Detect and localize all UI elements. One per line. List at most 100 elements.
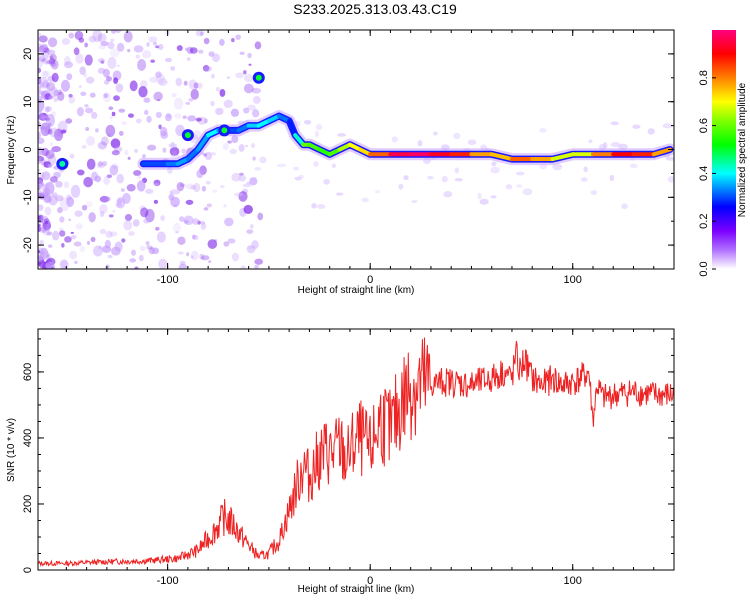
noise-blob (128, 231, 135, 237)
noise-blob (120, 188, 125, 192)
spectral-spot-core (255, 74, 262, 81)
noise-blob (177, 251, 184, 255)
noise-blob (398, 183, 404, 190)
noise-blob (49, 176, 58, 183)
noise-blob (57, 207, 63, 214)
noise-blob (215, 86, 220, 92)
noise-blob (112, 209, 116, 213)
y-tick-label: 0 (22, 146, 34, 152)
noise-blob (145, 188, 154, 194)
noise-blob (38, 190, 45, 197)
noise-blob (231, 252, 240, 262)
noise-blob (74, 260, 78, 265)
noise-blob (59, 230, 66, 237)
noise-blob (68, 32, 74, 39)
noise-blob (200, 222, 207, 230)
noise-blob (135, 118, 142, 124)
noise-blob (148, 36, 158, 43)
noise-blob (38, 137, 45, 144)
chart-title: S233.2025.313.03.43.C19 (293, 1, 457, 17)
noise-blob (118, 108, 126, 113)
noise-blob (100, 41, 109, 47)
noise-blob (116, 197, 126, 209)
noise-blob (632, 124, 641, 129)
noise-blob (99, 229, 107, 235)
noise-blob (239, 51, 245, 55)
noise-blob (158, 124, 162, 130)
noise-blob (134, 266, 139, 269)
noise-blob (51, 146, 62, 153)
noise-blob (254, 166, 262, 171)
noise-blob (375, 190, 380, 194)
noise-blob (190, 88, 199, 100)
noise-blob (38, 192, 45, 200)
colorbar: 0.0 0.2 0.4 0.6 0.8 Normalized spectral ampl… (698, 30, 748, 277)
noise-blob (121, 238, 126, 243)
noise-blob (38, 67, 42, 74)
noise-blob (443, 191, 453, 198)
noise-blob (249, 224, 254, 229)
noise-blob (45, 264, 52, 269)
y-tick-label: 200 (22, 495, 34, 513)
noise-blob (186, 252, 190, 257)
noise-blob (155, 111, 162, 119)
spectral-spot-core (59, 160, 66, 167)
noise-blob (41, 171, 51, 181)
noise-blob (223, 241, 230, 247)
noise-blob (43, 251, 50, 260)
noise-blob (157, 43, 164, 51)
noise-blob (117, 198, 123, 205)
noise-blob (206, 203, 212, 208)
noise-blob (235, 34, 242, 40)
noise-blob (314, 130, 320, 138)
noise-blob (123, 220, 133, 231)
noise-blob (44, 106, 50, 113)
noise-blob (78, 37, 85, 43)
noise-blob (164, 81, 168, 84)
noise-blob (156, 73, 165, 85)
noise-blob (42, 193, 51, 204)
noise-blob (152, 41, 157, 46)
colorbar-tick-label: 0.8 (698, 70, 710, 85)
noise-blob (243, 83, 254, 94)
noise-blob (178, 263, 188, 269)
noise-blob (39, 240, 44, 246)
noise-blob (235, 72, 244, 79)
noise-blob (223, 99, 233, 108)
noise-blob (91, 171, 99, 181)
x-tick-label: 100 (564, 575, 582, 587)
noise-blob (201, 255, 210, 261)
noise-blob (140, 80, 148, 88)
noise-blob (38, 247, 45, 260)
noise-blob (38, 52, 45, 62)
noise-blob (73, 47, 80, 56)
noise-blob (47, 163, 53, 168)
noise-blob (97, 141, 107, 150)
noise-blob (203, 65, 212, 72)
noise-blob (107, 196, 111, 201)
noise-blob (240, 265, 246, 269)
noise-blob (242, 183, 252, 188)
noise-blob (610, 121, 619, 126)
noise-blob (41, 220, 46, 224)
noise-blob (126, 183, 136, 192)
noise-blob (231, 37, 235, 43)
noise-blob (182, 115, 187, 119)
noise-blob (155, 45, 160, 49)
noise-blob (38, 261, 42, 267)
noise-blob (98, 44, 107, 50)
noise-blob (46, 49, 56, 56)
noise-blob (199, 253, 205, 260)
noise-blob (39, 251, 45, 254)
noise-blob (107, 254, 113, 259)
noise-blob (68, 218, 72, 222)
noise-blob (190, 255, 194, 259)
noise-blob (662, 123, 673, 129)
noise-blob (43, 193, 52, 203)
noise-blob (39, 247, 49, 260)
noise-blob (93, 245, 103, 257)
noise-blob (38, 54, 42, 62)
noise-blob (38, 35, 48, 43)
noise-blob (254, 264, 259, 269)
noise-blob (43, 70, 51, 77)
